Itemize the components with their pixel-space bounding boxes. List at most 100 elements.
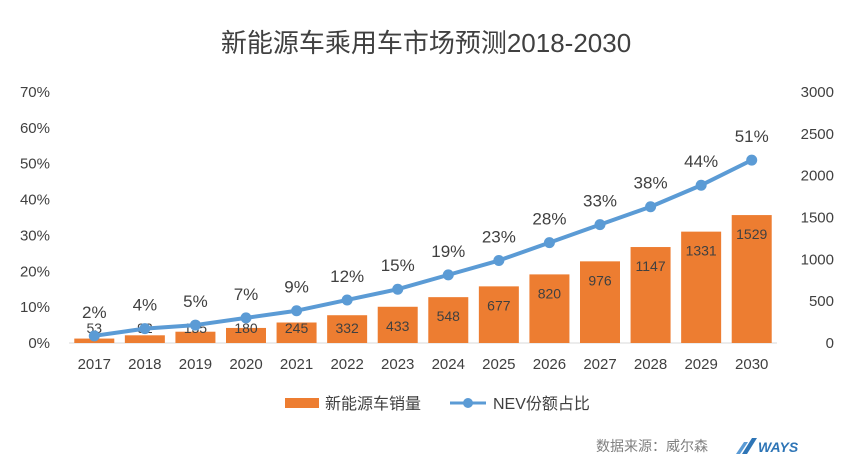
x-axis-tick-label: 2021 [280, 356, 313, 373]
ways-logo-mark [742, 438, 757, 454]
right-axis-tick-label: 1500 [801, 210, 834, 227]
bar [327, 315, 368, 343]
share-data-label: 5% [183, 292, 208, 311]
share-data-label: 23% [482, 228, 516, 247]
right-axis-tick-label: 0 [826, 335, 834, 352]
share-data-label: 7% [234, 285, 259, 304]
share-data-label: 33% [583, 192, 617, 211]
left-axis-tick-label: 40% [20, 192, 50, 209]
left-axis-tick-label: 60% [20, 120, 50, 137]
bar-data-label: 1331 [686, 243, 717, 259]
x-axis-tick-label: 2029 [684, 356, 717, 373]
share-data-label: 2% [82, 303, 107, 322]
share-data-label: 4% [133, 296, 158, 315]
chart-title: 新能源车乘用车市场预测2018-2030 [221, 28, 631, 58]
share-point [442, 269, 454, 281]
left-axis-tick-label: 30% [20, 227, 50, 244]
bar-data-label: 332 [335, 320, 359, 336]
left-axis-tick-label: 20% [20, 263, 50, 280]
share-point [695, 179, 707, 191]
x-axis-tick-label: 2018 [128, 356, 161, 373]
bar [226, 327, 266, 343]
x-axis-tick-label: 2026 [533, 356, 566, 373]
ways-logo-mark-secondary [736, 442, 748, 454]
right-axis-tick-label: 1000 [801, 251, 834, 268]
bar-data-label: 433 [386, 318, 410, 334]
legend: 新能源车销量 NEV份额占比 [285, 395, 590, 413]
share-data-label: 38% [634, 174, 668, 193]
left-axis-tick-label: 70% [20, 84, 50, 101]
share-data-label: 51% [735, 127, 769, 146]
x-axis-tick-label: 2025 [482, 356, 515, 373]
left-axis-ticks: 0% 10% 20% 30% 40% 50% 60% 70% [20, 84, 50, 352]
bar-data-label: 820 [538, 285, 562, 301]
bar [124, 335, 165, 343]
share-point [291, 305, 303, 317]
legend-bar-label: 新能源车销量 [325, 395, 421, 413]
share-point [240, 312, 252, 324]
bar-data-label: 548 [437, 308, 461, 324]
bar [580, 261, 620, 343]
share-point [189, 319, 201, 331]
right-axis-tick-label: 3000 [801, 84, 834, 101]
bar [630, 247, 671, 343]
bar-data-label: 976 [588, 272, 612, 288]
left-axis-tick-label: 50% [20, 156, 50, 173]
bar [428, 297, 469, 343]
x-axis-tick-label: 2027 [583, 356, 616, 373]
bar [529, 274, 570, 343]
bar-data-label: 1147 [636, 258, 666, 274]
share-point [746, 154, 758, 166]
x-axis-tick-label: 2017 [78, 356, 111, 373]
share-data-label: 12% [330, 267, 364, 286]
x-axis-tick-label: 2022 [330, 356, 363, 373]
right-axis-ticks: 0 500 1000 1500 2000 2500 3000 [801, 84, 834, 352]
right-axis-tick-label: 500 [809, 293, 834, 310]
share-point [543, 237, 555, 249]
bar [478, 286, 519, 343]
x-axis-tick-label: 2019 [179, 356, 212, 373]
legend-line-marker [463, 398, 473, 408]
bar [681, 231, 722, 343]
share-line [94, 158, 753, 338]
right-axis-tick-label: 2000 [801, 168, 834, 185]
ways-logo-text: WAYS [758, 439, 799, 455]
bar [276, 322, 317, 343]
share-data-label: 9% [284, 278, 309, 297]
line-series [88, 154, 758, 342]
bar [175, 331, 216, 343]
x-axis-tick-label: 2020 [229, 356, 262, 373]
left-axis-tick-label: 10% [20, 299, 50, 316]
share-data-label: 15% [381, 256, 415, 275]
x-axis-tick-label: 2023 [381, 356, 414, 373]
share-point [493, 255, 505, 267]
bar-series [74, 215, 772, 343]
share-point [645, 201, 657, 213]
share-point [594, 219, 606, 231]
bar [377, 306, 418, 343]
bar-data-label: 245 [285, 320, 309, 336]
share-point [88, 330, 100, 342]
bar-data-label: 180 [234, 320, 258, 336]
share-point [341, 294, 353, 306]
x-axis-tick-label: 2028 [634, 356, 667, 373]
share-point [392, 283, 404, 295]
legend-bar-swatch [285, 398, 319, 408]
bar-data-label: 677 [487, 297, 511, 313]
ways-logo: WAYS [736, 438, 799, 455]
x-axis-tick-label: 2024 [432, 356, 465, 373]
share-data-label: 44% [684, 152, 718, 171]
x-axis-ticks: 2017 2018 2019 2020 2021 2022 2023 2024 2025 2026… [78, 356, 769, 373]
bar-data-label: 1529 [736, 226, 767, 242]
x-axis-tick-label: 2030 [735, 356, 768, 373]
right-axis-tick-label: 2500 [801, 126, 834, 143]
share-data-label: 19% [431, 242, 465, 261]
bar [731, 215, 772, 343]
legend-line-label: NEV份额占比 [493, 395, 590, 413]
line-data-labels: 2% 4% 5% 7% 9% 12% 15% 19% 23% 28% 33% 38% 44% 51% [82, 127, 769, 322]
source-note: 数据来源：威尔森 [596, 438, 708, 454]
share-data-label: 28% [532, 210, 566, 229]
share-point [139, 323, 151, 335]
left-axis-tick-label: 0% [28, 335, 50, 352]
